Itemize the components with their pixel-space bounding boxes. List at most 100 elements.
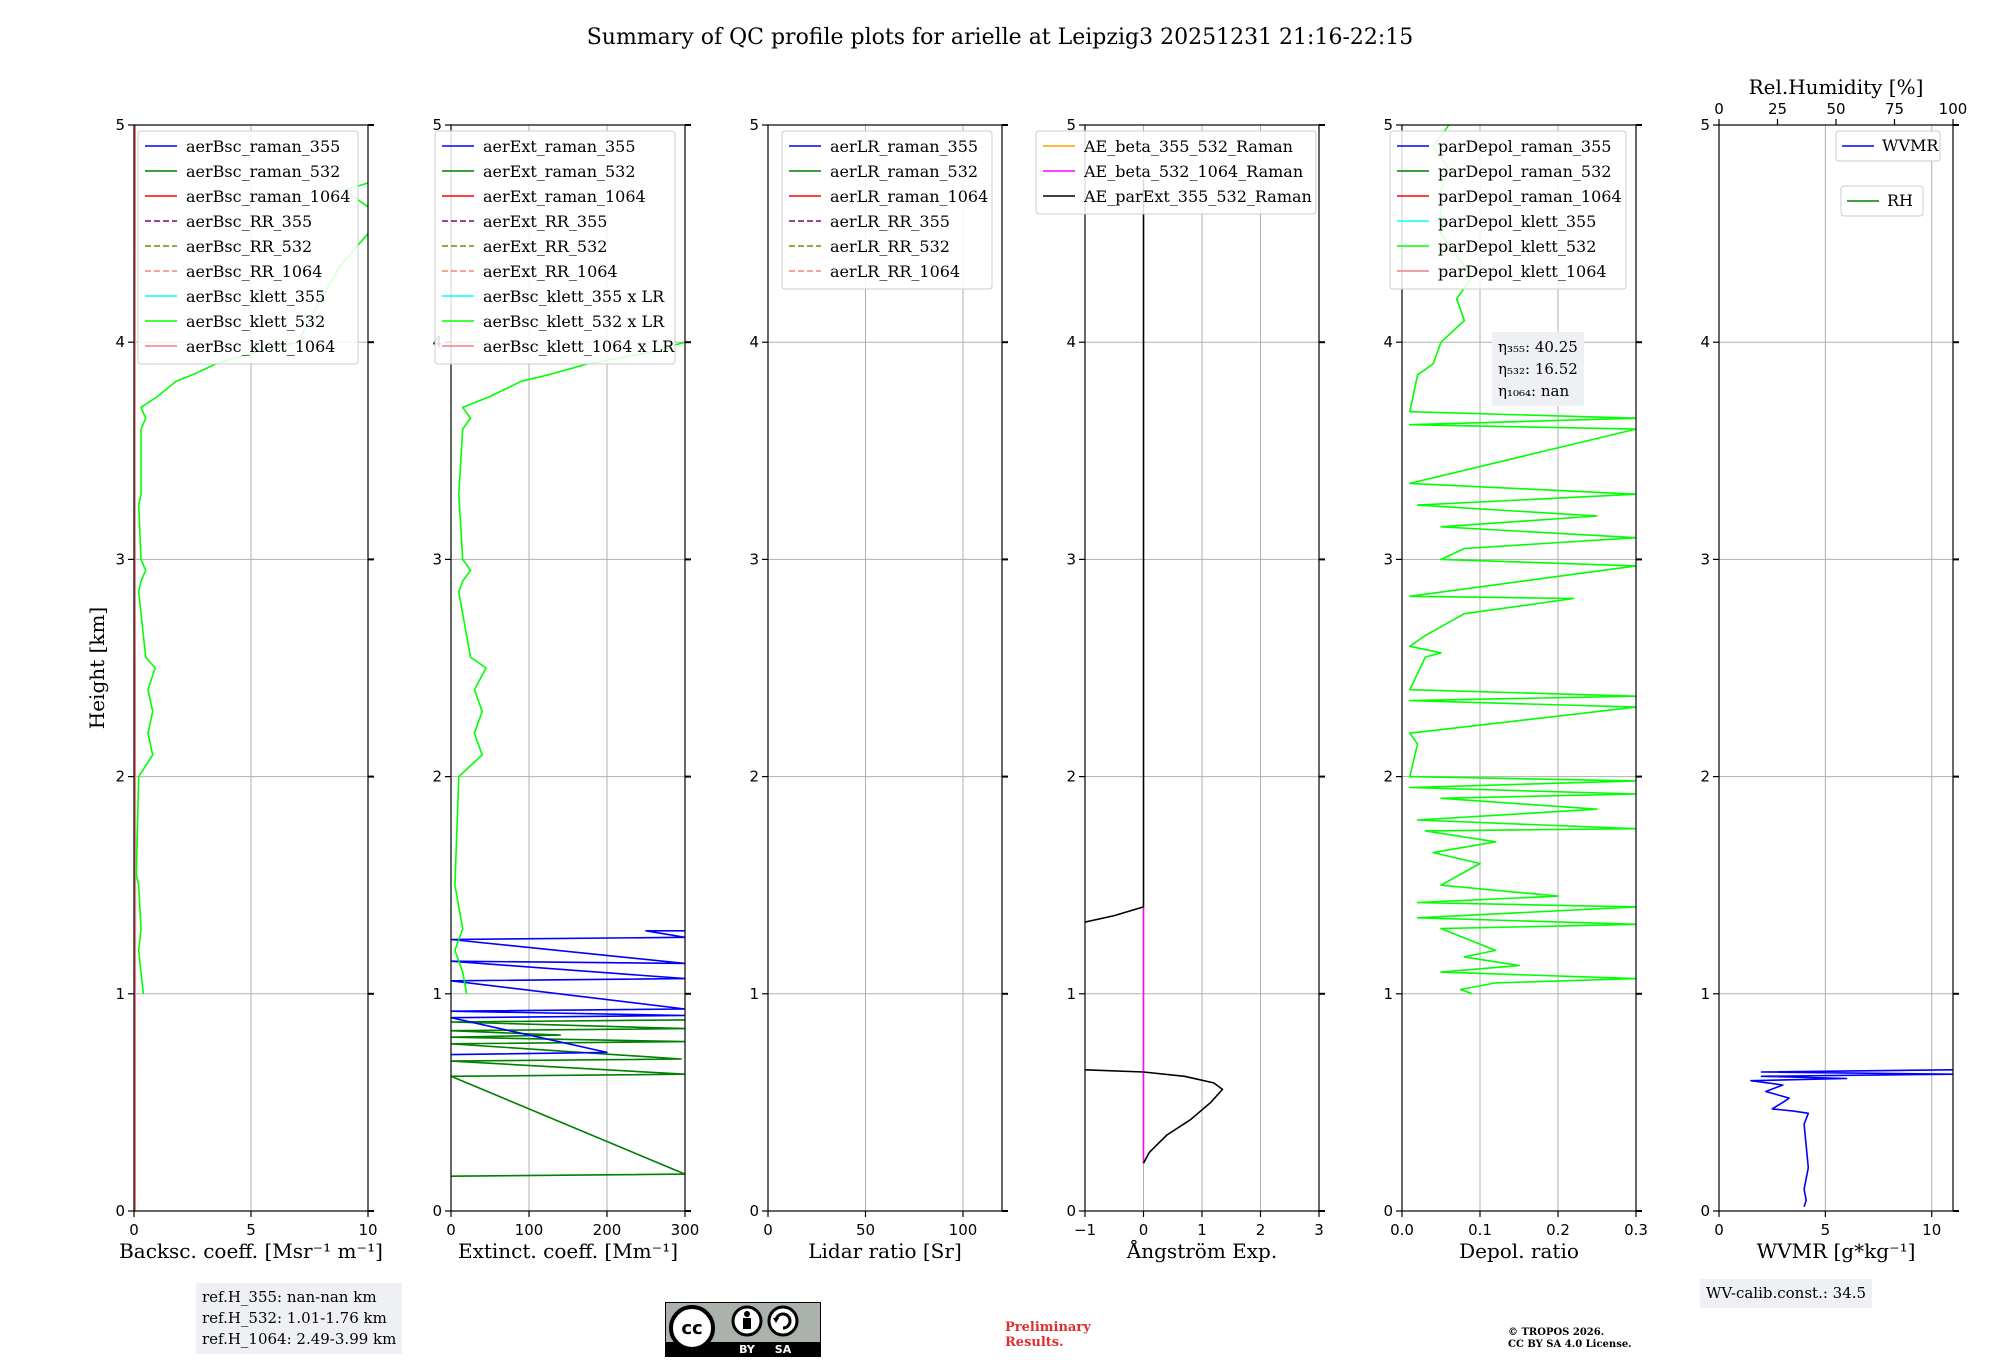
legend-frame: [1840, 185, 1924, 217]
y-tick-label: 3: [115, 550, 125, 568]
cc-logo-sa: SA: [775, 1343, 792, 1356]
legend-label: aerBsc_klett_355: [186, 287, 325, 306]
legend-frame: [434, 130, 676, 365]
series-group: [451, 341, 685, 1177]
top-x-tick-label: 50: [1826, 100, 1845, 118]
ref-h-532: ref.H_532: 1.01-1.76 km: [202, 1309, 387, 1327]
legend-label: parDepol_raman_355: [1438, 137, 1611, 156]
series-WVMR: [1750, 1069, 1953, 1207]
legend-label: parDepol_raman_532: [1438, 162, 1611, 181]
legend-label: aerBsc_klett_532: [186, 312, 325, 331]
eta-box: η₃₅₅: 40.25 η₅₃₂: 16.52 η₁₀₆₄: nan: [1492, 332, 1584, 406]
copyright-line-2: CC BY SA 4.0 License.: [1508, 1339, 1632, 1350]
legend-label: aerBsc_klett_1064 x LR: [483, 337, 675, 356]
x-tick-label: 2: [1256, 1221, 1266, 1239]
x-tick-label: 100: [949, 1221, 978, 1239]
y-tick-label: 0: [432, 1202, 442, 1220]
x-tick-label: 5: [1821, 1221, 1831, 1239]
x-tick-label: 50: [856, 1221, 875, 1239]
series-AE_parExt_355_532_Raman_b: [1085, 179, 1145, 923]
legend-label: aerBsc_RR_355: [186, 212, 312, 231]
legend-frame: [1389, 130, 1627, 290]
legend-label: aerBsc_klett_355 x LR: [483, 287, 665, 306]
preliminary-note: Preliminary Results.: [1005, 1320, 1091, 1350]
legend-label: aerLR_RR_355: [830, 212, 950, 231]
series-aerExt_raman_355: [451, 929, 685, 1056]
x-axis-label: Ångström Exp.: [1126, 1238, 1277, 1263]
legend-label: aerExt_raman_355: [483, 137, 636, 156]
legend-label: aerBsc_klett_532 x LR: [483, 312, 665, 331]
x-tick-label: 0.3: [1624, 1221, 1648, 1239]
x-tick-label: 5: [246, 1221, 256, 1239]
y-tick-label: 3: [749, 550, 759, 568]
y-tick-label: 2: [1383, 768, 1393, 786]
axes-frame: [1401, 124, 1637, 1212]
legend-label: parDepol_raman_1064: [1438, 187, 1622, 206]
axes-frame: [1718, 124, 1954, 1212]
legend-frame: [137, 130, 359, 365]
legend-frame: [781, 130, 993, 290]
y-tick-label: 5: [1066, 116, 1076, 134]
cc-by-sa-logo: cc BY SA: [665, 1302, 821, 1357]
y-tick-label: 0: [115, 1202, 125, 1220]
legend: parDepol_raman_355 parDepol_raman_532 parD…: [1389, 130, 1627, 290]
x-tick-label: 0: [129, 1221, 139, 1239]
series-aerBsc_klett_1064: [134, 125, 137, 1211]
y-tick-label: 1: [1383, 985, 1393, 1003]
legend-label: AE_parExt_355_532_Raman: [1083, 187, 1312, 206]
y-axis-label: Height [km]: [85, 607, 109, 729]
y-tick-label: 3: [1383, 550, 1393, 568]
preliminary-line-1: Preliminary: [1005, 1320, 1091, 1335]
legend-RH: RH: [1840, 185, 1924, 217]
legend-label: parDepol_klett_1064: [1438, 262, 1607, 281]
y-tick-label: 0: [1066, 1202, 1076, 1220]
y-tick-label: 1: [432, 985, 442, 1003]
cc-circle-icon: [669, 1305, 715, 1351]
preliminary-line-2: Results.: [1005, 1335, 1064, 1350]
ref-h-355: ref.H_355: nan-nan km: [202, 1288, 377, 1306]
x-tick-label: 200: [593, 1221, 622, 1239]
legend-label: parDepol_klett_532: [1438, 237, 1596, 256]
y-tick-label: 5: [1383, 116, 1393, 134]
legend: aerExt_raman_355 aerExt_raman_532 aerExt_r…: [434, 130, 676, 365]
y-tick-label: 2: [115, 768, 125, 786]
y-tick-label: 1: [115, 985, 125, 1003]
x-tick-label: −1: [1074, 1221, 1096, 1239]
y-tick-label: 2: [1066, 768, 1076, 786]
y-tick-label: 4: [749, 333, 759, 351]
x-tick-label: 10: [358, 1221, 377, 1239]
legend-label: WVMR: [1882, 136, 1939, 155]
legend: AE_beta_355_532_Raman AE_beta_532_1064_Ra…: [1035, 130, 1317, 215]
y-tick-label: 0: [1700, 1202, 1710, 1220]
y-tick-label: 5: [432, 116, 442, 134]
y-tick-label: 4: [1700, 333, 1710, 351]
panel-ext: 0100200300012345Extinct. coeff. [Mm⁻¹]ae…: [432, 116, 699, 1263]
axes-frame: [450, 124, 686, 1212]
x-tick-label: 3: [1314, 1221, 1324, 1239]
series-group: [1750, 1069, 1953, 1207]
y-tick-label: 5: [115, 116, 125, 134]
x-axis-label: Backsc. coeff. [Msr⁻¹ m⁻¹]: [119, 1239, 383, 1263]
ref-h-1064: ref.H_1064: 2.49-3.99 km: [202, 1330, 397, 1348]
y-tick-label: 3: [432, 550, 442, 568]
legend-frame: [1835, 130, 1941, 162]
y-tick-label: 3: [1066, 550, 1076, 568]
y-tick-label: 2: [1700, 768, 1710, 786]
y-tick-label: 4: [1383, 333, 1393, 351]
eta-532: η₅₃₂: 16.52: [1498, 360, 1578, 378]
x-axis-label: WVMR [g*kg⁻¹]: [1757, 1239, 1916, 1263]
top-x-axis-label: Rel.Humidity [%]: [1749, 75, 1924, 99]
legend-label: aerLR_raman_355: [830, 137, 978, 156]
legend: aerBsc_raman_355 aerBsc_raman_532 aerBsc_r…: [137, 130, 359, 365]
panel-lr: 0 50 100 0 1 2 3 4 5 Lidar ratio [Sr] aerLR_raman_…: [749, 116, 1008, 1263]
legend-label: aerExt_RR_532: [483, 237, 607, 256]
cc-logo-by: BY: [739, 1343, 756, 1356]
x-tick-label: 300: [671, 1221, 700, 1239]
y-tick-label: 3: [1700, 550, 1710, 568]
legend-label: aerBsc_RR_532: [186, 237, 312, 256]
legend-label: parDepol_klett_355: [1438, 212, 1596, 231]
